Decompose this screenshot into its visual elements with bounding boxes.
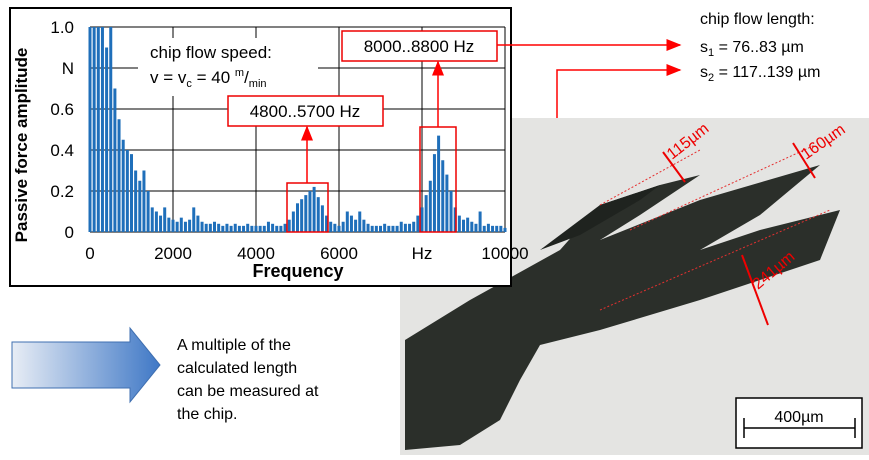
x-tick-label: 4000	[237, 244, 275, 263]
y-tick-label: 0.6	[50, 100, 74, 119]
y-tick-label: N	[62, 59, 74, 78]
s-part: = 76..83 µm	[714, 39, 804, 56]
s-part: = 117..139 µm	[714, 64, 820, 81]
speed-formula: v = vc = 40 m/min	[150, 67, 267, 90]
y-tick-label: 0	[65, 223, 74, 242]
formula-part: v = v	[150, 68, 187, 87]
range-label-box	[341, 30, 498, 62]
x-tick-label: 2000	[154, 244, 192, 263]
length-s1: s1 = 76..83 µm	[700, 39, 804, 59]
y-tick-label: 0.4	[50, 141, 74, 160]
arrow	[556, 64, 682, 118]
x-axis-label: Frequency	[252, 261, 343, 281]
formula-sup: m	[235, 67, 244, 79]
x-tick-label: 6000	[320, 244, 358, 263]
scale-bar-label: 400µm	[774, 409, 823, 426]
x-tick-label: 10000	[481, 244, 528, 263]
s-part: s	[700, 64, 708, 81]
formula-part: /	[244, 68, 249, 87]
chip-photo	[400, 118, 869, 455]
conclusion-line: can be measured at	[177, 383, 319, 400]
range-label: 4800..5700 Hz	[250, 102, 361, 121]
length-title: chip flow length:	[700, 11, 815, 28]
conclusion: A multiple of the calculated length can be…	[177, 337, 319, 423]
s-sub: 2	[708, 72, 714, 84]
conclusion-line: the chip.	[177, 406, 237, 423]
range-label: 8000..8800 Hz	[364, 37, 475, 56]
y-axis-label: Passive force amplitude	[12, 48, 31, 243]
s-sub: 1	[708, 47, 714, 59]
big-arrow	[11, 326, 161, 404]
y-tick-label: 1.0	[50, 18, 74, 37]
formula-sub: c	[186, 78, 192, 90]
x-tick-label: Hz	[412, 244, 433, 263]
range-label-box	[227, 95, 384, 127]
s-part: s	[700, 39, 708, 56]
x-tick-label: 0	[85, 244, 94, 263]
speed-title: chip flow speed:	[150, 43, 272, 62]
conclusion-line: calculated length	[177, 360, 297, 377]
annotation-bg	[138, 38, 318, 96]
y-tick-label: 0.2	[50, 182, 74, 201]
formula-part: = 40	[192, 68, 235, 87]
formula-sub: min	[249, 78, 267, 90]
conclusion-line: A multiple of the	[177, 337, 291, 354]
length-s2: s2 = 117..139 µm	[700, 64, 820, 84]
